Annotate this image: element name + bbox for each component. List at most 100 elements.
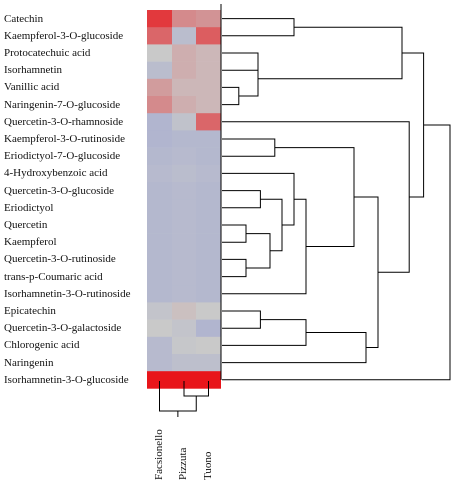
row-label: Quercetin-3-O-rutinoside [4, 253, 116, 266]
row-label: Quercetin [4, 219, 48, 231]
row-label: Isorhamnetin [4, 64, 63, 77]
dendrogram-branch [238, 61, 259, 97]
dendrogram-branch [246, 233, 271, 269]
dendrogram-branch [222, 121, 410, 273]
heatmap-cell [196, 44, 221, 62]
dendrogram-branch [258, 26, 403, 80]
heatmap-cell [196, 182, 221, 200]
heatmap-cell [172, 96, 196, 114]
heatmap-cell [147, 319, 172, 338]
heatmap-cell [147, 164, 172, 183]
heatmap-cell [172, 78, 196, 97]
column-label: Facsionello [152, 429, 165, 480]
dendrogram-branch [222, 310, 261, 329]
heatmap-cell [172, 113, 196, 131]
heatmap-cell [172, 216, 196, 234]
row-label: Isorhamnetin-3-O-rutinoside [4, 287, 131, 300]
row-dendrogram [222, 18, 451, 381]
heatmap-cell [147, 182, 172, 200]
row-label: Vanillic acid [4, 81, 60, 94]
heatmap-cell [147, 10, 172, 28]
heatmap-cell [196, 10, 221, 28]
dendrogram-branch [222, 86, 240, 106]
heatmap-cell [196, 233, 221, 252]
row-label: Eriodictyol [4, 201, 54, 214]
heatmap-cell [147, 250, 172, 269]
heatmap-cell [172, 268, 196, 286]
heatmap-cell [196, 216, 221, 234]
heatmap-cell [172, 27, 196, 45]
heatmap-cell [196, 336, 221, 355]
row-label: Quercetin-3-O-rhamnoside [4, 115, 124, 128]
heatmap-cell [147, 61, 172, 80]
heatmap-cell [196, 61, 221, 80]
heatmap-cell [196, 78, 221, 97]
heatmap-cell [147, 354, 172, 372]
row-label: Quercetin-3-O-galactoside [4, 322, 122, 335]
dendrogram-branch [222, 198, 307, 295]
row-label: Eriodictyol-7-O-glucoside [4, 150, 121, 163]
heatmap-cell [147, 302, 172, 320]
heatmap-cell [196, 199, 221, 217]
heatmap-cell [147, 96, 172, 114]
heatmap-cell [196, 285, 221, 303]
heatmap-cell [172, 250, 196, 269]
heatmap-cell [172, 130, 196, 148]
heatmap-cell [172, 336, 196, 355]
row-label: Kaempferol-3-O-rutinoside [4, 133, 125, 145]
heatmap-cell [196, 268, 221, 286]
dendrogram-branch [222, 190, 261, 209]
row-label: Isorhamnetin-3-O-glucoside [4, 373, 129, 386]
dendrogram-branch [222, 172, 295, 226]
row-label: Catechin [4, 12, 44, 25]
dendrogram-branch [274, 147, 355, 247]
heatmap-cell [147, 44, 172, 62]
row-label: trans-p-Coumaric acid [4, 270, 103, 283]
heatmap-cell [147, 199, 172, 217]
dendrogram-branch [354, 196, 379, 349]
dendrogram-branch [402, 52, 425, 198]
dendrogram-branch [222, 18, 295, 37]
heatmap-cell [172, 10, 196, 28]
heatmap-cell [147, 216, 172, 234]
heatmap-cell [172, 61, 196, 80]
heatmap-cell [147, 113, 172, 131]
heatmap-cell [172, 199, 196, 217]
dendrogram-branch [222, 258, 247, 278]
heatmap-cell [147, 130, 172, 148]
heatmap-cell [172, 354, 196, 372]
heatmap-cell [172, 147, 196, 166]
dendrogram-branch [222, 224, 247, 243]
dendrogram-branch [222, 124, 451, 381]
dendrogram-branch [260, 198, 283, 252]
heatmap-cell [172, 302, 196, 320]
row-label: Quercetin-3-O-glucoside [4, 184, 114, 197]
row-label: Epicatechin [4, 305, 56, 317]
heatmap-cell [147, 336, 172, 355]
dendrogram-branch [222, 332, 367, 364]
dendrogram-branch [222, 138, 276, 157]
heatmap-cell [147, 285, 172, 303]
dendrogram-branch [222, 319, 307, 346]
column-label: Tuono [201, 451, 214, 480]
column-label: Pizzuta [177, 447, 189, 480]
heatmap-cell [196, 147, 221, 166]
heatmap-cell [196, 354, 221, 372]
heatmap-cell [147, 27, 172, 45]
row-label: 4-Hydroxybenzoic acid [4, 167, 108, 180]
row-label: Naringenin [4, 356, 54, 369]
heatmap-cells [147, 10, 221, 389]
heatmap-cell [196, 27, 221, 45]
row-label: Kaempferol-3-O-glucoside [4, 29, 124, 42]
heatmap-cell [196, 113, 221, 131]
row-label: Chlorogenic acid [4, 339, 80, 352]
heatmap-cell [147, 268, 172, 286]
heatmap-cell [196, 302, 221, 320]
heatmap-cell [147, 78, 172, 97]
dendrogram-branch [222, 52, 259, 71]
row-label: Protocatechuic acid [4, 47, 91, 59]
heatmap-cell [172, 285, 196, 303]
heatmap-cell [196, 130, 221, 148]
heatmap-cell [172, 233, 196, 252]
